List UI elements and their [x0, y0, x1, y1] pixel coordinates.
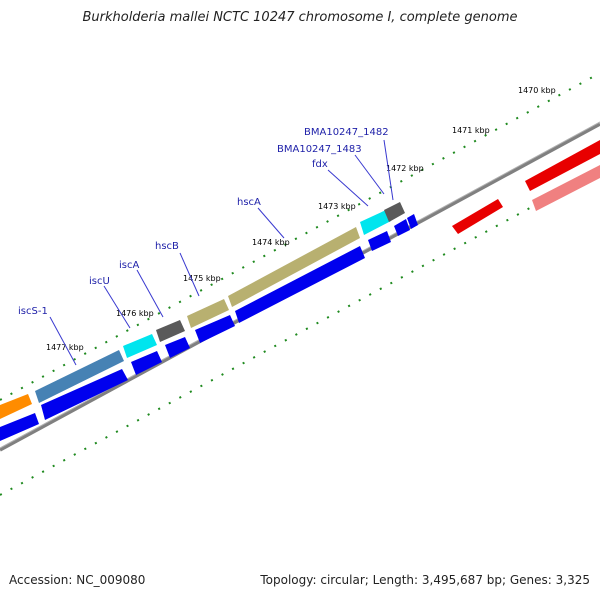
- leader-hscA: [257, 207, 285, 239]
- tick-label-1470: 1470 kbp: [518, 86, 556, 95]
- accession-text: Accession: NC_009080: [9, 573, 146, 587]
- gene-label-fdx: fdx: [312, 159, 328, 170]
- lower-tick-track: [0, 169, 600, 496]
- tick-label-1475: 1475 kbp: [183, 274, 221, 283]
- leader-BMA10247_1482: [383, 139, 394, 201]
- gene-label-iscS-1: iscS-1: [18, 306, 48, 317]
- tick-label-1472: 1472 kbp: [386, 164, 424, 173]
- gene-label-BMA10247_1483: BMA10247_1483: [277, 144, 362, 155]
- feature-iscA: [156, 320, 185, 342]
- cds-8: [394, 219, 410, 236]
- leader-BMA10247_1483: [354, 154, 385, 195]
- cds-2: [41, 369, 128, 420]
- feature-iscS-1: [35, 350, 124, 403]
- label-lines: [49, 139, 394, 366]
- leader-fdx: [327, 169, 369, 207]
- tick-label-1476: 1476 kbp: [116, 309, 154, 318]
- tick-label-1474: 1474 kbp: [252, 238, 290, 247]
- tick-labels: 1470 kbp 1471 kbp 1472 kbp 1473 kbp 1474…: [46, 86, 556, 352]
- cds-4: [165, 337, 190, 358]
- gene-label-iscA: iscA: [119, 260, 139, 271]
- feature-hscB: [187, 299, 229, 328]
- leader-iscS-1: [49, 316, 77, 366]
- feature-iscU: [123, 334, 157, 358]
- cds-3: [131, 351, 162, 375]
- cds-9: [407, 214, 418, 229]
- gene-label-BMA10247_1482: BMA10247_1482: [304, 127, 389, 138]
- feature-red-b: [452, 199, 503, 234]
- cds-7: [368, 231, 391, 251]
- feature-red-a: [525, 140, 600, 191]
- tick-label-1473: 1473 kbp: [318, 202, 356, 211]
- cds-1: [0, 413, 39, 441]
- cds-track: [0, 214, 418, 441]
- gene-label-hscB: hscB: [155, 241, 179, 252]
- feature-BMA10247_1483: [384, 202, 405, 222]
- upper-tick-track: [0, 72, 600, 401]
- feature-fdx: [360, 210, 391, 235]
- feature-track: [0, 140, 600, 419]
- tick-label-1471: 1471 kbp: [452, 126, 490, 135]
- leader-iscU: [103, 285, 131, 329]
- leader-hscB: [179, 252, 200, 297]
- feature-pink-a: [532, 165, 600, 211]
- tick-label-1477: 1477 kbp: [46, 343, 84, 352]
- feature-hscA: [228, 227, 360, 307]
- leader-iscA: [136, 269, 164, 318]
- gene-labels: BMA10247_1482 BMA10247_1483 fdx hscA hsc…: [18, 127, 389, 317]
- gene-label-iscU: iscU: [89, 276, 110, 287]
- genome-summary-text: Topology: circular; Length: 3,495,687 bp…: [260, 573, 590, 587]
- gene-label-hscA: hscA: [237, 197, 261, 208]
- cds-6: [235, 246, 365, 323]
- map-title: Burkholderia mallei NCTC 10247 chromosom…: [82, 10, 518, 25]
- cds-5: [195, 315, 235, 343]
- feature-orange: [0, 394, 32, 419]
